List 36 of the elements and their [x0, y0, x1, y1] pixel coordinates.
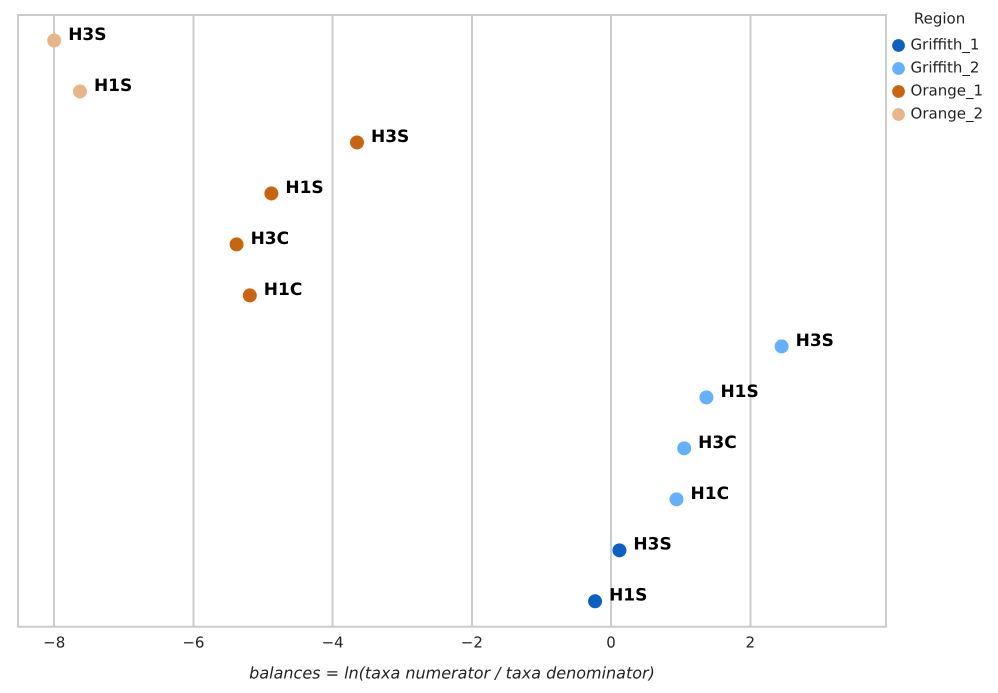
data-label: H1S — [285, 178, 324, 198]
point — [588, 594, 602, 608]
legend-label: Orange_1 — [910, 81, 984, 100]
x-tick-label: −4 — [322, 634, 344, 652]
point — [242, 288, 257, 302]
x-tick-label: −6 — [182, 634, 204, 652]
data-label: H1S — [94, 76, 132, 96]
legend-label: Orange_2 — [910, 104, 984, 122]
data-label: H1C — [264, 280, 302, 300]
data-label: H1S — [720, 382, 759, 402]
x-tick-label: 0 — [606, 634, 616, 652]
point — [670, 492, 684, 506]
point — [774, 339, 789, 354]
point — [612, 543, 626, 558]
point — [677, 441, 692, 456]
data-label: H1C — [690, 484, 730, 504]
point — [264, 186, 278, 200]
data-label: H3S — [796, 330, 834, 351]
x-tick-label: −2 — [460, 634, 483, 652]
legend-label: Griffith_1 — [910, 35, 980, 54]
x-tick-label: 2 — [746, 634, 756, 652]
data-label: H3C — [250, 228, 290, 249]
data-label: H3C — [698, 432, 737, 453]
x-axis-title: balances = ln(taxa numerator / taxa denominator) — [249, 664, 655, 683]
point — [47, 33, 62, 48]
legend-title: Region — [914, 9, 966, 28]
data-label: H3S — [633, 534, 672, 555]
point — [72, 84, 87, 98]
data-label: H3S — [68, 24, 107, 45]
point — [350, 135, 364, 150]
data-label: H1S — [609, 586, 648, 606]
point — [699, 390, 714, 404]
point — [230, 237, 244, 252]
data-label: H3S — [371, 126, 410, 147]
x-tick-label: −8 — [43, 634, 66, 652]
legend-label: Griffith_2 — [910, 58, 980, 76]
